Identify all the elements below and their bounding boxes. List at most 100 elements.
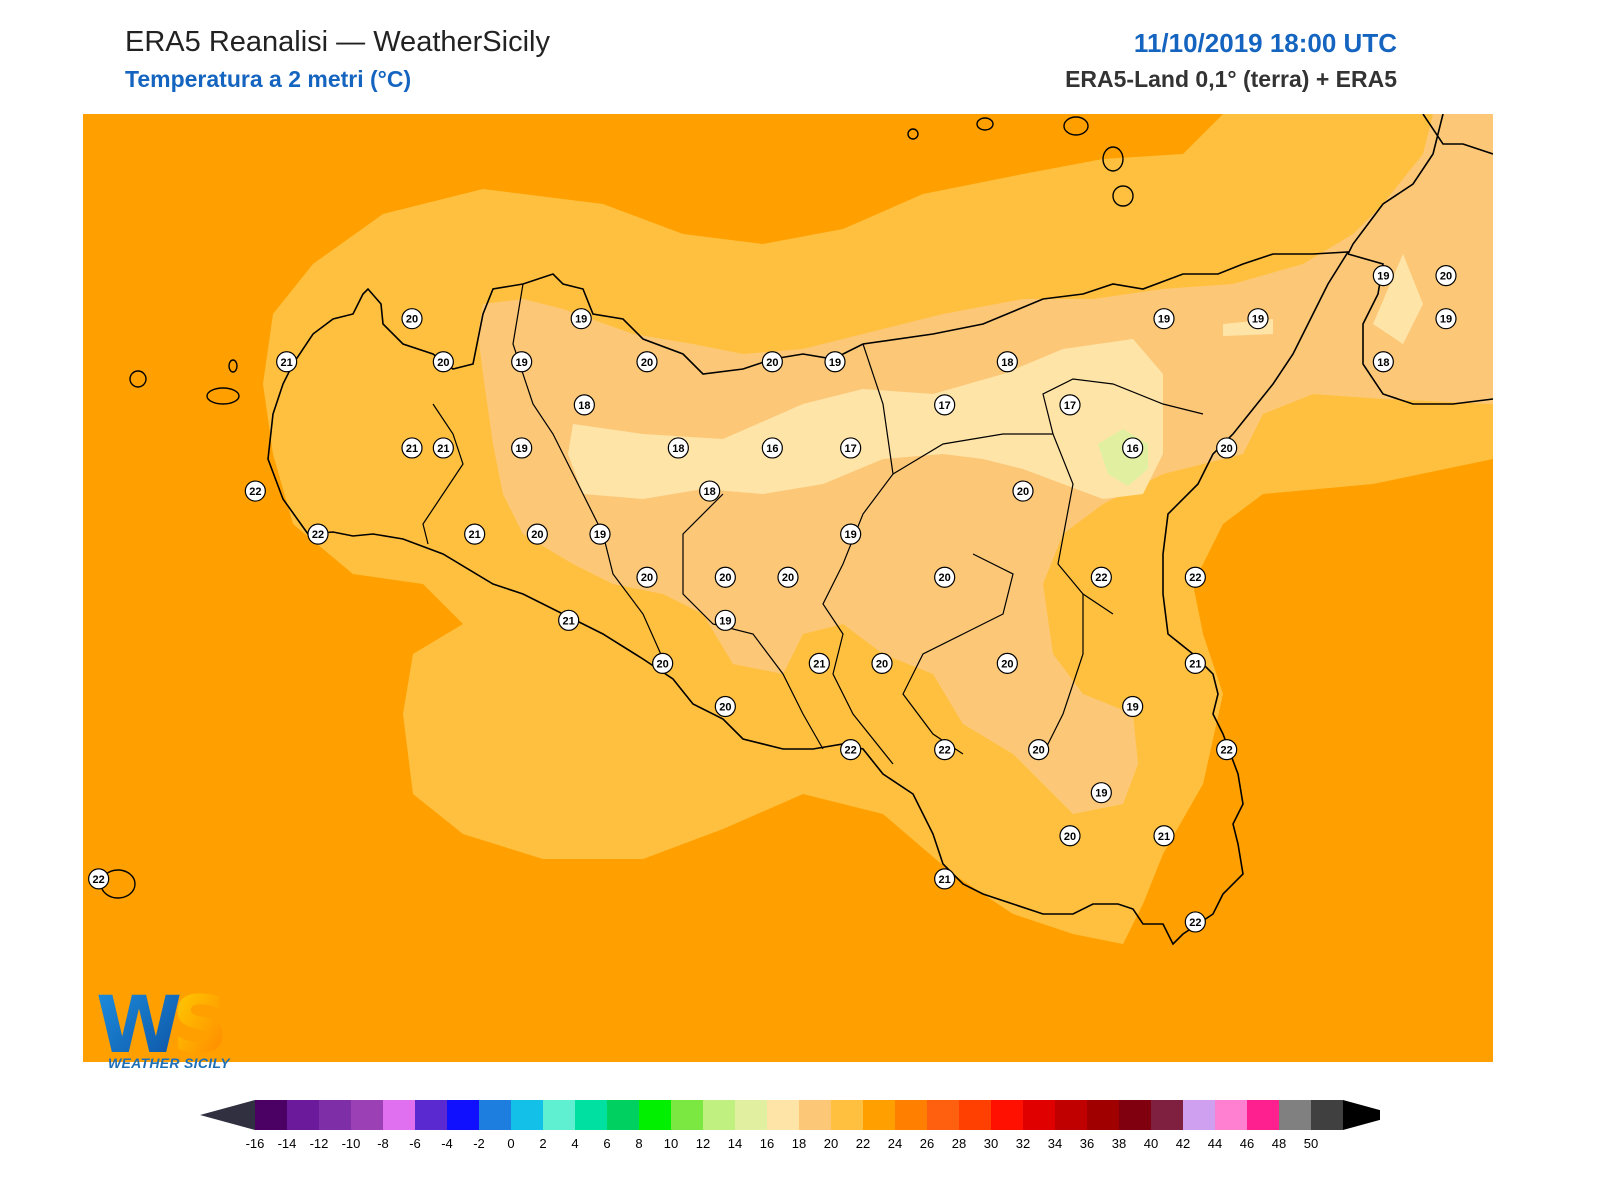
colorbar-tick-label: -8	[377, 1136, 389, 1151]
station-circle	[996, 652, 1018, 675]
station-value: 18	[1377, 357, 1389, 369]
colorbar-swatch	[1119, 1100, 1151, 1130]
station-value: 20	[1033, 745, 1045, 757]
colorbar-swatch	[1215, 1100, 1247, 1130]
station-circle	[714, 695, 736, 718]
colorbar-swatches	[200, 1100, 1380, 1130]
colorbar-swatch	[1311, 1100, 1343, 1130]
station-circle	[934, 566, 956, 588]
colorbar: -16 -14 -12 -10 -8 -6 -4 -2 0 2 4 6 8 10 12 14 16 18 20 22 2…	[200, 1100, 1380, 1151]
colorbar-tick-label: 4	[571, 1136, 578, 1151]
colorbar-under-arrow	[200, 1100, 255, 1130]
temperature-map: 20 19 21 20 19 20 20 19 18 19 19 19 20 19 18 18 17 17 21 21…	[83, 114, 1493, 1062]
station-circle	[511, 351, 533, 373]
station-circle	[840, 437, 862, 459]
station-value: 19	[845, 529, 857, 541]
station-value: 22	[249, 486, 261, 498]
station-circle	[526, 523, 548, 545]
colorbar-tick-label: -10	[342, 1136, 361, 1151]
colorbar-swatch	[671, 1100, 703, 1130]
sicily-coastline	[267, 251, 1350, 946]
colorbar-tick-label: 8	[635, 1136, 642, 1151]
station-circle	[558, 609, 580, 631]
colorbar-swatch	[799, 1100, 831, 1130]
colorbar-swatch	[959, 1100, 991, 1130]
station-marker: 21	[1184, 652, 1206, 675]
station-marker: 21	[276, 351, 298, 373]
colorbar-tick-label: 42	[1176, 1136, 1190, 1151]
station-value: 22	[1189, 572, 1201, 584]
station-circle	[307, 523, 329, 545]
station-marker: 19	[1247, 308, 1269, 330]
station-value: 21	[469, 529, 481, 541]
colorbar-tick-label: -16	[246, 1136, 265, 1151]
station-circle	[1216, 437, 1238, 459]
colorbar-swatch	[511, 1100, 543, 1130]
station-value: 19	[719, 615, 731, 627]
colorbar-tick-label: 36	[1080, 1136, 1094, 1151]
station-circle	[570, 308, 592, 330]
station-marker: 17	[1059, 394, 1081, 416]
colorbar-swatch	[1023, 1100, 1055, 1130]
station-value: 22	[93, 874, 105, 886]
station-marker: 19	[1435, 308, 1457, 330]
station-circle	[1184, 566, 1206, 588]
station-circle	[511, 437, 533, 459]
station-circle	[1090, 566, 1112, 588]
colorbar-swatch	[479, 1100, 511, 1130]
colorbar-tick-label: 12	[696, 1136, 710, 1151]
colorbar-tick-label: 34	[1048, 1136, 1062, 1151]
map-subtitle: Temperatura a 2 metri (°C)	[125, 66, 412, 92]
station-circle	[871, 652, 893, 675]
colorbar-swatch	[447, 1100, 479, 1130]
station-circle	[401, 437, 423, 459]
small-islands	[100, 116, 1134, 899]
colorbar-swatch	[607, 1100, 639, 1130]
station-marker: 19	[1090, 782, 1112, 804]
station-circle	[699, 480, 721, 502]
station-value: 19	[1095, 788, 1107, 800]
station-circle	[1122, 437, 1144, 459]
station-circle	[777, 566, 799, 588]
station-circle	[1372, 264, 1394, 287]
station-marker: 22	[1216, 738, 1238, 761]
colorbar-swatch	[575, 1100, 607, 1130]
station-value: 21	[813, 658, 825, 670]
colorbar-tick-label: 44	[1208, 1136, 1222, 1151]
station-marker: 19	[570, 308, 592, 330]
station-circle	[1012, 480, 1034, 502]
station-marker: 20	[714, 695, 736, 718]
station-value: 20	[437, 357, 449, 369]
station-value: 21	[1158, 831, 1170, 843]
station-circle	[464, 523, 486, 545]
station-marker: 21	[464, 523, 486, 545]
band-18-20	[478, 114, 1493, 814]
colorbar-tick-label: 18	[792, 1136, 806, 1151]
station-marker: 22	[1184, 911, 1206, 933]
station-marker: 20	[1216, 437, 1238, 459]
colorbar-tick-label: 16	[760, 1136, 774, 1151]
colorbar-swatch	[415, 1100, 447, 1130]
colorbar-tick-label: 46	[1240, 1136, 1254, 1151]
station-value: 18	[672, 443, 684, 455]
station-circle	[244, 480, 266, 502]
station-marker: 18	[699, 480, 721, 502]
station-value: 19	[594, 529, 606, 541]
station-circle	[1216, 738, 1238, 761]
colorbar-swatch	[1055, 1100, 1087, 1130]
station-circle	[1435, 308, 1457, 330]
station-marker: 17	[840, 437, 862, 459]
station-circle	[667, 437, 689, 459]
station-circle	[652, 652, 674, 675]
station-value: 21	[437, 443, 449, 455]
station-value: 20	[766, 357, 778, 369]
station-value: 20	[1064, 831, 1076, 843]
station-marker: 20	[636, 566, 658, 588]
colorbar-swatch	[703, 1100, 735, 1130]
logo-initials-s: S	[172, 982, 228, 1071]
station-circle	[589, 523, 611, 545]
station-marker: 19	[824, 351, 846, 373]
map-title: ERA5 Reanalisi — WeatherSicily	[125, 26, 550, 58]
colorbar-tick-label: 28	[952, 1136, 966, 1151]
station-marker: 21	[934, 868, 956, 890]
